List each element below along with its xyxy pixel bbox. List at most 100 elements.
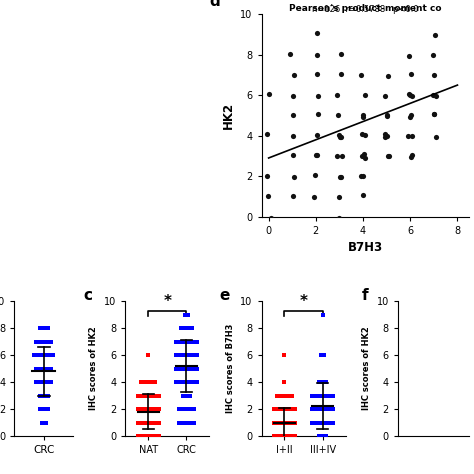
Point [337,50,345,58]
Point [149,405,156,413]
Point [178,378,186,386]
Title: Pearson's product-moment co: Pearson's product-moment co [289,4,442,13]
Point [267,214,274,221]
Point [153,419,161,427]
Point [359,172,367,180]
Point [357,71,365,79]
Point [334,111,342,119]
Point [175,378,182,386]
Point [329,405,337,413]
Point [182,419,190,427]
Point [290,432,297,440]
Point [172,351,180,359]
Point [38,351,46,359]
Point [311,172,319,179]
Point [44,378,51,386]
Point [313,151,320,159]
Point [145,378,152,386]
Point [32,365,40,373]
Point [191,351,199,359]
Point [148,419,155,427]
Point [193,351,201,359]
Point [150,392,158,400]
Point [46,351,53,359]
Point [190,338,198,346]
Point [186,419,194,427]
Point [407,153,414,161]
Point [319,405,327,413]
Point [143,419,150,427]
Point [137,378,145,386]
Point [291,72,298,79]
Point [32,338,40,346]
Point [360,151,368,158]
Point [382,130,389,138]
Point [134,392,141,400]
Point [145,432,152,440]
Point [48,365,55,373]
Point [146,432,154,440]
Point [140,432,148,440]
Point [179,392,187,400]
Point [308,392,316,400]
Point [284,432,292,440]
Point [184,338,191,346]
Point [321,405,329,413]
Point [172,365,180,373]
Point [286,419,293,427]
Point [275,405,283,413]
Point [143,405,150,413]
Point [315,432,323,440]
Point [406,90,413,98]
Point [153,432,161,440]
Point [138,392,146,400]
Point [311,405,319,413]
Point [283,419,291,427]
Point [186,351,194,359]
Point [141,419,148,427]
Point [286,405,293,413]
Point [408,151,416,159]
Point [40,392,47,400]
Point [36,378,44,386]
Point [406,91,413,98]
Point [429,51,437,59]
Point [178,338,186,346]
Point [175,419,183,427]
Y-axis label: IHC scores of B7H3: IHC scores of B7H3 [226,324,235,413]
Point [34,351,42,359]
Text: c: c [83,288,92,302]
Point [148,392,155,400]
Point [182,405,190,413]
Point [184,378,191,386]
Point [190,419,197,427]
Point [283,405,291,413]
Point [314,93,322,100]
Point [273,432,281,440]
Point [177,324,185,332]
Point [186,405,194,413]
Point [312,151,319,158]
Point [322,419,330,427]
Point [153,392,160,400]
Point [383,111,391,118]
Point [319,311,327,319]
Point [264,173,271,180]
Point [406,113,413,121]
Point [432,133,440,141]
Point [317,405,324,413]
Point [359,113,367,121]
Point [329,392,337,400]
Point [317,351,325,359]
Point [134,419,141,427]
Point [329,419,337,427]
Point [313,131,321,138]
Point [36,405,44,413]
Point [193,365,201,373]
Point [264,130,271,138]
Point [275,432,283,440]
Point [134,405,141,413]
Point [429,91,437,99]
Point [187,338,195,346]
Point [319,392,327,400]
